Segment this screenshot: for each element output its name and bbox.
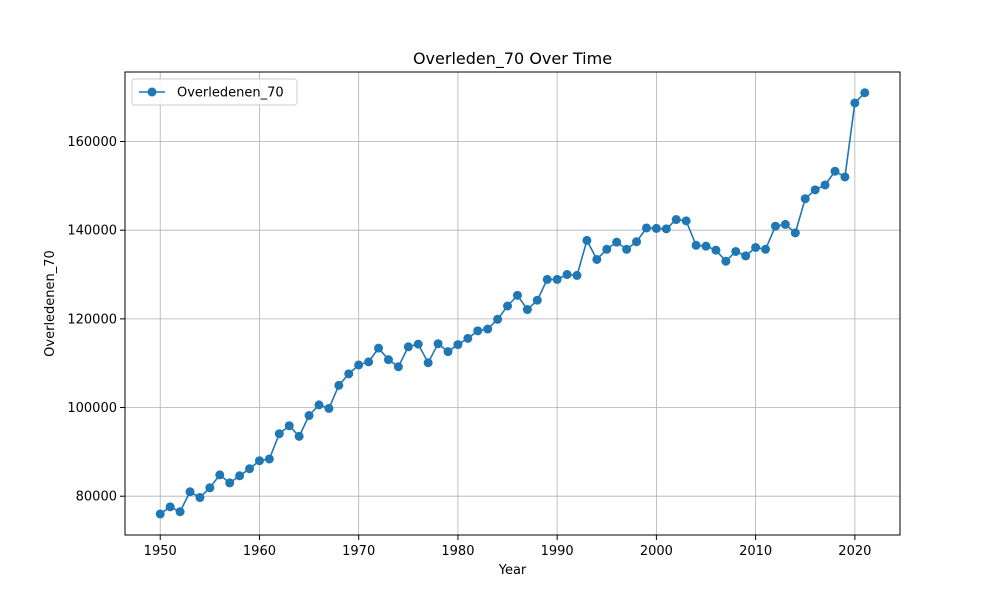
legend-label: Overledenen_70 bbox=[177, 86, 284, 101]
y-axis-label: Overledenen_70 bbox=[43, 250, 58, 357]
data-point bbox=[512, 290, 522, 300]
data-point bbox=[522, 305, 532, 315]
data-point bbox=[582, 235, 592, 245]
y-tick-label: 100000 bbox=[67, 401, 117, 416]
data-point bbox=[225, 478, 235, 488]
data-point bbox=[641, 223, 651, 233]
x-tick-label: 1980 bbox=[441, 544, 474, 559]
data-point bbox=[463, 333, 473, 343]
data-point bbox=[552, 274, 562, 284]
x-tick-label: 2020 bbox=[838, 544, 871, 559]
data-point bbox=[691, 240, 701, 250]
axes: 1950 1960 1970 1980 1990 2000 2010 2020 80000 100… bbox=[67, 135, 871, 559]
data-point bbox=[810, 185, 820, 195]
data-point bbox=[681, 216, 691, 226]
data-point bbox=[790, 228, 800, 238]
grid-lines bbox=[125, 72, 900, 535]
data-point bbox=[314, 400, 324, 410]
data-point bbox=[284, 421, 294, 431]
data-point bbox=[433, 339, 443, 349]
data-point bbox=[423, 358, 433, 368]
data-point bbox=[235, 471, 245, 481]
data-point bbox=[383, 355, 393, 365]
data-point bbox=[245, 464, 255, 474]
data-point bbox=[612, 237, 622, 247]
plot-area bbox=[125, 72, 900, 535]
data-point bbox=[632, 237, 642, 247]
data-point bbox=[770, 221, 780, 231]
data-point bbox=[453, 340, 463, 350]
data-point bbox=[483, 324, 493, 334]
data-point bbox=[503, 301, 513, 311]
data-point bbox=[840, 172, 850, 182]
data-point bbox=[751, 242, 761, 252]
data-point bbox=[761, 244, 771, 254]
data-point bbox=[205, 483, 215, 493]
data-point bbox=[165, 502, 175, 512]
data-point bbox=[175, 507, 185, 517]
data-point bbox=[671, 215, 681, 225]
data-point bbox=[354, 360, 364, 370]
data-point bbox=[602, 244, 612, 254]
data-point bbox=[264, 454, 274, 464]
data-point bbox=[622, 244, 632, 254]
data-point bbox=[780, 219, 790, 229]
data-point bbox=[741, 251, 751, 261]
data-point bbox=[820, 180, 830, 190]
data-point bbox=[850, 98, 860, 108]
data-point bbox=[651, 223, 661, 233]
data-point bbox=[701, 241, 711, 251]
data-point bbox=[711, 245, 721, 255]
data-point bbox=[413, 339, 423, 349]
x-tick-label: 2000 bbox=[640, 544, 673, 559]
data-point bbox=[830, 166, 840, 176]
data-point bbox=[344, 369, 354, 379]
data-point bbox=[661, 224, 671, 234]
data-point bbox=[334, 380, 344, 390]
y-tick-label: 140000 bbox=[67, 224, 117, 239]
data-point bbox=[304, 411, 314, 421]
y-tick-label: 80000 bbox=[76, 490, 117, 505]
chart-title: Overleden_70 Over Time bbox=[413, 49, 612, 69]
data-point bbox=[393, 362, 403, 372]
data-point bbox=[542, 274, 552, 284]
y-tick-label: 160000 bbox=[67, 135, 117, 150]
data-point bbox=[562, 270, 572, 280]
data-point bbox=[274, 429, 284, 439]
legend: Overledenen_70 bbox=[131, 78, 298, 106]
data-point bbox=[374, 343, 384, 353]
data-point bbox=[155, 509, 165, 519]
x-tick-label: 1990 bbox=[541, 544, 574, 559]
x-axis-label: Year bbox=[498, 563, 527, 578]
data-point bbox=[195, 493, 205, 503]
data-point bbox=[364, 357, 374, 367]
data-point bbox=[443, 347, 453, 357]
x-tick-label: 1960 bbox=[243, 544, 276, 559]
series-layer bbox=[155, 88, 870, 519]
data-point bbox=[403, 342, 413, 352]
x-tick-label: 2010 bbox=[739, 544, 772, 559]
plot-frame bbox=[124, 71, 901, 536]
data-point bbox=[800, 194, 810, 204]
legend-marker-swatch bbox=[147, 87, 157, 97]
data-point bbox=[532, 295, 542, 305]
data-point bbox=[254, 456, 264, 466]
data-point bbox=[731, 246, 741, 256]
data-point bbox=[473, 326, 483, 336]
y-tick-label: 120000 bbox=[67, 312, 117, 327]
data-point bbox=[215, 470, 225, 480]
data-point bbox=[324, 403, 334, 413]
data-point bbox=[294, 431, 304, 441]
x-tick-label: 1970 bbox=[342, 544, 375, 559]
data-point bbox=[572, 270, 582, 280]
data-point bbox=[592, 254, 602, 264]
legend-box bbox=[131, 78, 298, 106]
data-point bbox=[721, 256, 731, 266]
data-point bbox=[185, 487, 195, 497]
x-tick-label: 1950 bbox=[144, 544, 177, 559]
data-point bbox=[860, 88, 870, 98]
data-point bbox=[493, 314, 503, 324]
